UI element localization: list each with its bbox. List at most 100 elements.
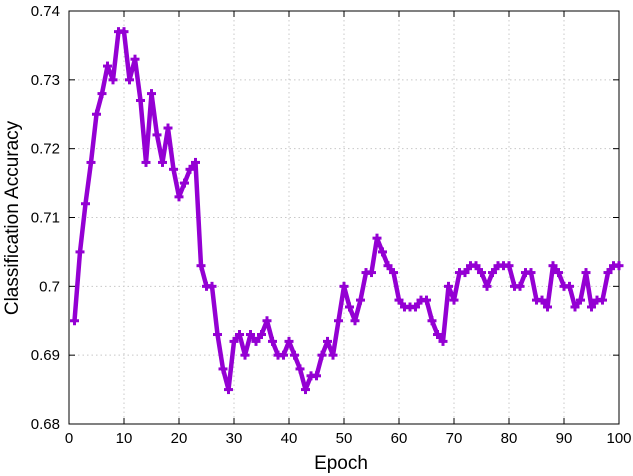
y-tick-label: 0.74 xyxy=(31,3,60,20)
series-line xyxy=(72,29,622,392)
data-point xyxy=(229,336,239,346)
y-tick-label: 0.71 xyxy=(31,210,60,227)
y-tick-label: 0.73 xyxy=(31,72,60,89)
data-point xyxy=(383,261,393,271)
series-group xyxy=(70,27,624,395)
x-tick-label: 100 xyxy=(606,430,631,447)
data-point xyxy=(345,302,354,312)
data-point xyxy=(136,95,145,105)
data-point xyxy=(433,330,442,340)
data-point xyxy=(427,316,437,326)
data-point xyxy=(488,268,497,278)
data-point xyxy=(515,281,525,291)
data-point xyxy=(224,385,233,395)
y-tick-label: 0.69 xyxy=(31,347,60,364)
data-point xyxy=(257,330,266,340)
data-point xyxy=(152,130,162,140)
data-point xyxy=(295,364,305,374)
x-tick-label: 80 xyxy=(501,430,518,447)
data-point xyxy=(185,164,195,174)
data-point xyxy=(576,295,585,305)
data-point xyxy=(581,268,591,278)
x-tick-label: 90 xyxy=(556,430,573,447)
data-point xyxy=(438,336,448,346)
data-point xyxy=(537,295,547,305)
data-point xyxy=(180,178,189,188)
data-point xyxy=(587,302,596,312)
data-point xyxy=(460,268,470,278)
data-point xyxy=(119,27,129,37)
data-point xyxy=(603,268,613,278)
data-point xyxy=(554,268,563,278)
data-point xyxy=(301,385,310,395)
data-point xyxy=(207,281,217,291)
data-point xyxy=(323,336,332,346)
data-point xyxy=(251,336,261,346)
data-point xyxy=(598,295,607,305)
x-tick-label: 50 xyxy=(336,430,353,447)
x-tick-label: 30 xyxy=(226,430,243,447)
data-point xyxy=(565,281,574,291)
y-axis-title: Classification Accuracy xyxy=(2,120,23,315)
data-point xyxy=(97,89,107,99)
x-tick-label: 0 xyxy=(65,430,73,447)
data-point xyxy=(411,302,420,312)
data-point xyxy=(191,157,200,167)
x-tick-label: 10 xyxy=(116,430,133,447)
data-point xyxy=(482,281,492,291)
data-point xyxy=(246,330,255,340)
data-point xyxy=(75,247,85,257)
data-point xyxy=(196,261,206,271)
data-point xyxy=(449,295,459,305)
data-point xyxy=(543,302,552,312)
data-point xyxy=(328,350,338,360)
axis-ticks: 0 10 20 30 40 50 60 70 80 90 100 0.68 0.69 0.7 0.71 0.7… xyxy=(31,3,632,447)
data-point xyxy=(235,330,244,340)
plot-frame xyxy=(68,10,620,425)
data-point xyxy=(130,54,140,64)
data-point xyxy=(169,164,178,174)
data-point xyxy=(141,157,151,167)
data-point xyxy=(213,330,222,340)
x-tick-label: 60 xyxy=(391,430,408,447)
y-tick-label: 0.72 xyxy=(31,141,60,158)
data-point xyxy=(268,336,277,346)
y-tick-label: 0.7 xyxy=(39,278,60,295)
data-point xyxy=(218,364,228,374)
data-point xyxy=(504,261,514,271)
data-point xyxy=(570,302,580,312)
data-point xyxy=(103,61,112,71)
data-point xyxy=(367,268,376,278)
data-point xyxy=(317,350,327,360)
data-point xyxy=(444,281,453,291)
x-tick-label: 20 xyxy=(171,430,188,447)
data-point xyxy=(284,336,294,346)
data-point xyxy=(92,109,101,119)
data-point xyxy=(356,295,365,305)
data-point xyxy=(163,123,173,133)
x-tick-label: 40 xyxy=(281,430,298,447)
data-point xyxy=(290,350,299,360)
data-point xyxy=(125,75,134,85)
data-point xyxy=(477,268,486,278)
data-point xyxy=(279,350,288,360)
data-point xyxy=(422,295,431,305)
data-point xyxy=(548,261,558,271)
data-point xyxy=(70,316,79,326)
data-point xyxy=(389,268,398,278)
y-tick-label: 0.68 xyxy=(31,416,60,433)
data-point xyxy=(262,316,272,326)
data-point xyxy=(372,233,382,243)
data-point xyxy=(240,350,250,360)
data-point xyxy=(350,316,360,326)
data-point xyxy=(526,268,536,278)
data-point xyxy=(378,247,387,257)
x-tick-label: 70 xyxy=(446,430,463,447)
data-point xyxy=(471,261,481,271)
data-point xyxy=(174,192,184,202)
x-axis-title: Epoch xyxy=(314,453,368,474)
data-point xyxy=(86,157,96,167)
data-point xyxy=(614,261,624,271)
data-point xyxy=(147,89,156,99)
